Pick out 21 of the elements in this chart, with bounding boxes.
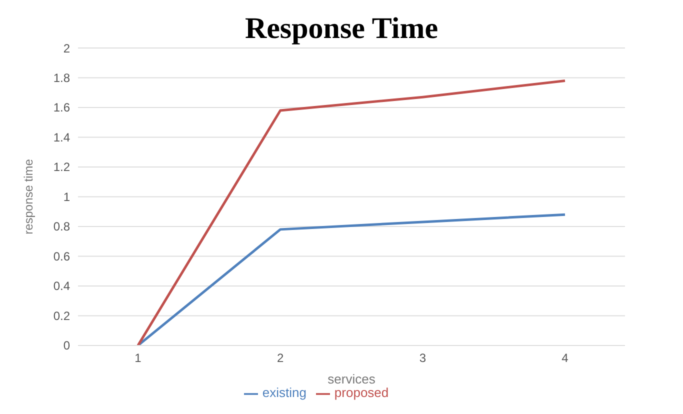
x-tick-label: 3 <box>419 350 426 365</box>
y-tick-label: 1.6 <box>53 100 70 115</box>
y-tick-label: 0 <box>63 338 70 353</box>
legend-label: proposed <box>334 385 389 400</box>
y-tick-label: 1.4 <box>53 130 70 144</box>
legend-label: existing <box>262 385 306 400</box>
line-series <box>136 79 566 346</box>
chart-title: Response Time <box>244 12 438 45</box>
x-axis-title: services <box>328 371 376 386</box>
y-tick-label: 0.2 <box>53 308 70 323</box>
y-tick-label: 1.2 <box>53 160 70 174</box>
x-tick-label: 1 <box>134 350 142 365</box>
x-tick-label: 4 <box>562 350 569 365</box>
y-axis-title: response time <box>21 158 36 234</box>
y-tick-label: 1 <box>63 190 70 204</box>
y-tick-label: 1.8 <box>53 71 70 86</box>
y-tick-label: 0.4 <box>53 279 70 294</box>
x-tick-label: 2 <box>276 350 284 365</box>
y-tick-label: 0.8 <box>53 220 70 234</box>
y-tick-label: 0.6 <box>53 249 70 264</box>
y-tick-label: 2 <box>63 41 70 56</box>
